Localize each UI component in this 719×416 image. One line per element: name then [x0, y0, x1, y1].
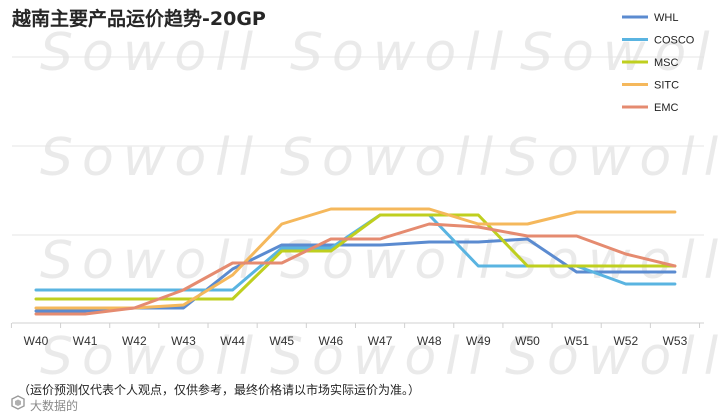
x-tick-label: W47 [368, 334, 393, 348]
legend-label: WHL [654, 12, 678, 24]
watermark-text: Sowoll [520, 23, 719, 83]
watermark-text: Sowoll [40, 128, 262, 188]
x-axis: W40 W41 W42 W43 W44 W45 W46 W47 W48 W49 W50 W51 W52 W… [10, 322, 704, 348]
chart-title: 越南主要产品运价趋势-20GP [11, 7, 266, 30]
watermark-text: Sowoll [280, 231, 502, 291]
x-tick-label: W52 [613, 334, 638, 348]
x-tick-label: W46 [319, 334, 344, 348]
series-line [34, 213, 677, 301]
watermark-text: Sowoll [40, 231, 262, 291]
series-line [34, 222, 677, 316]
watermark-text: Sowoll [280, 128, 502, 188]
watermark-text: Sowoll [505, 128, 719, 188]
watermark-text: Sowoll [40, 327, 262, 387]
legend-label: SITC [654, 80, 679, 92]
legend-item-msc: MSC [622, 57, 679, 69]
watermark-text: Sowoll [270, 327, 492, 387]
footnote: （运价预测仅代表个人观点，仅供参考，最终价格请以市场实际运价为准。） [18, 382, 420, 397]
hexagon-logo-icon [11, 395, 25, 410]
legend-label: EMC [654, 102, 679, 114]
x-tick-label: W45 [269, 334, 294, 348]
watermark-layer: SowollSowollSowollSowollSowollSowollSowo… [40, 23, 719, 387]
brand-logo: 大数据的 [11, 395, 78, 413]
x-tick-label: W43 [171, 334, 196, 348]
legend-item-whl: WHL [622, 12, 678, 24]
x-tick-label: W40 [24, 334, 49, 348]
x-tick-label: W42 [122, 334, 147, 348]
series-line [34, 207, 677, 310]
x-tick-label: W48 [417, 334, 442, 348]
x-tick-label: W49 [466, 334, 491, 348]
legend: WHL COSCO MSC SITC EMC [622, 12, 695, 114]
grid-layer [12, 56, 704, 236]
x-tick-label: W44 [220, 334, 245, 348]
series-sitc [34, 207, 677, 310]
brand-logo-text: 大数据的 [30, 398, 78, 413]
legend-label: MSC [654, 57, 679, 69]
legend-item-cosco: COSCO [622, 35, 695, 47]
series-layer [34, 207, 677, 316]
watermark-text: Sowoll [505, 327, 719, 387]
x-tick-label: W51 [564, 334, 589, 348]
series-emc [34, 222, 677, 316]
legend-item-sitc: SITC [622, 80, 679, 92]
legend-item-emc: EMC [622, 102, 679, 114]
watermark-text: Sowoll [290, 23, 512, 83]
legend-label: COSCO [654, 35, 695, 47]
hexagon-logo-inner [15, 399, 21, 406]
x-tick-label: W53 [663, 334, 688, 348]
x-tick-label: W50 [515, 334, 540, 348]
watermark-text: Sowoll [40, 23, 262, 83]
x-tick-label: W41 [73, 334, 98, 348]
watermark-text: Sowoll [505, 231, 719, 291]
